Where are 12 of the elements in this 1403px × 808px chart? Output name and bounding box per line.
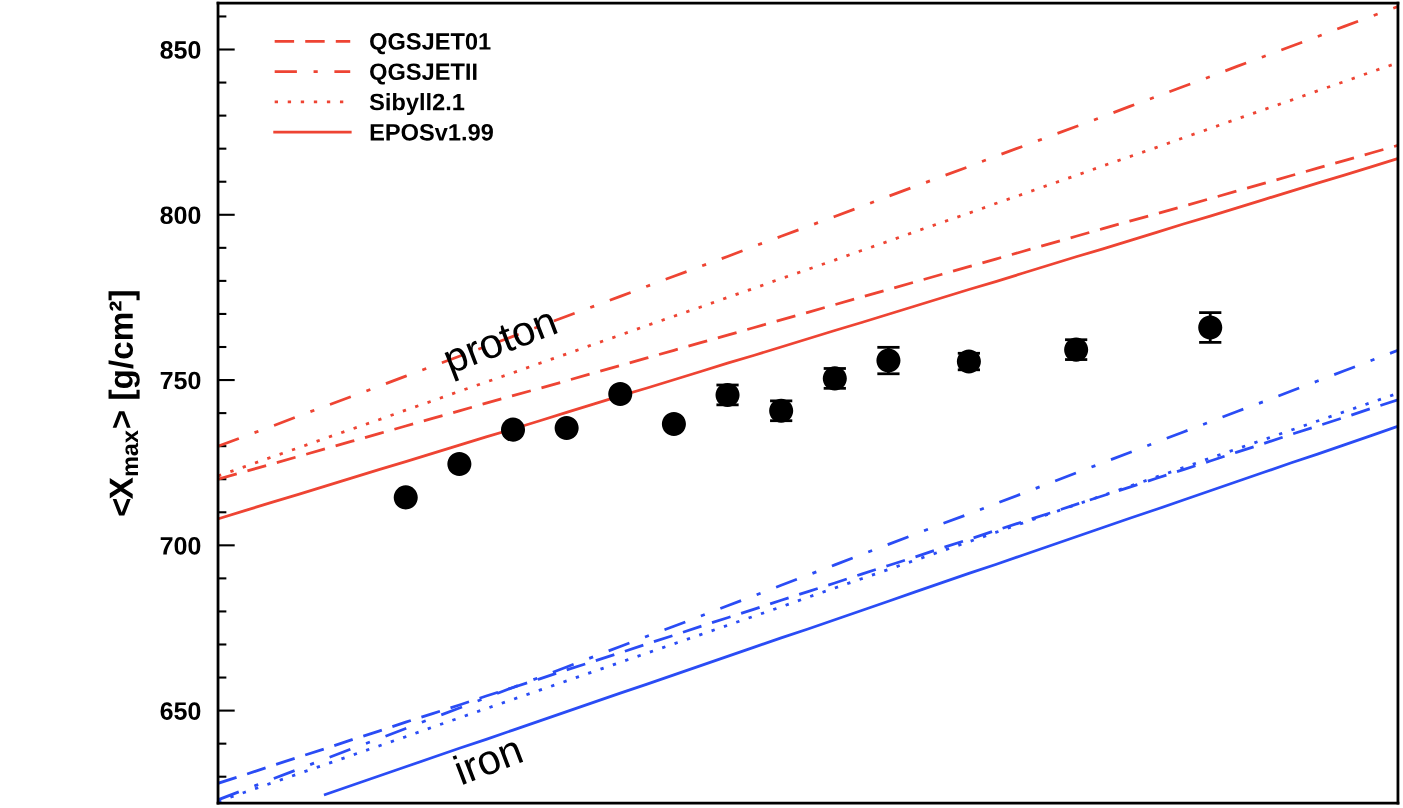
legend-label: QGSJET01 (370, 33, 491, 55)
y-tick-label: 650 (160, 702, 201, 720)
annotation: proton (442, 307, 561, 382)
legend-label: EPOSv1.99 (370, 123, 493, 141)
y-tick-label: 850 (160, 41, 201, 59)
legend-label: Sibyll2.1 (369, 93, 465, 116)
y-tick-label: 800 (160, 206, 201, 225)
legend-label: QGSJETII (370, 63, 477, 85)
y-tick-label: 750 (160, 371, 201, 390)
y-axis-title: <X$_{max}$> [g/cm²] (108, 291, 140, 516)
y-tick-label: 700 (160, 536, 201, 555)
annotation: iron (452, 733, 524, 786)
